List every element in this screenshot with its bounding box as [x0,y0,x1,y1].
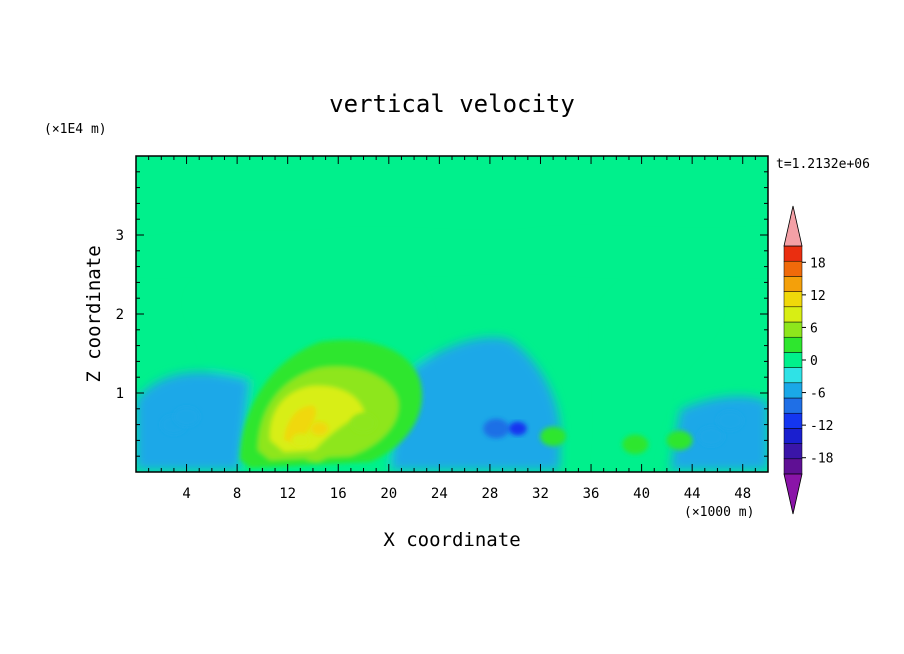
field-feature [540,426,567,447]
field-feature [483,418,510,439]
field-feature [666,430,693,451]
x-tick-label: 12 [279,486,296,502]
field-feature [173,406,200,427]
x-tick-label: 4 [182,486,190,502]
y-tick-label: 2 [116,307,124,323]
field-feature [291,433,310,448]
colorbar-segment [783,352,803,368]
x-unit-label: (×1000 m) [684,505,754,520]
field-feature [622,434,649,455]
plot-area [136,156,768,472]
colorbar-tick-label: -12 [810,419,833,434]
colorbar-segment [783,412,803,429]
field-feature [310,421,329,436]
field-feature [698,426,725,447]
y-tick-label: 1 [116,386,124,402]
colorbar-segment [783,397,803,414]
colorbar-segment [783,367,803,384]
x-tick-label: 24 [431,486,448,502]
colorbar: 18 12 6 0 -6 -12 -18 [783,205,833,515]
field-feature [717,410,744,431]
y-axis-label: Z coordinate [83,245,105,382]
x-tick-label: 16 [330,486,347,502]
colorbar-segment [783,276,803,292]
field-features [160,406,744,455]
colorbar-over-arrow [783,205,803,247]
x-tick-label: 20 [380,486,397,502]
colorbar-segment [783,245,803,262]
colorbar-under-arrow [783,473,803,515]
x-tick-label: 32 [532,486,549,502]
colorbar-tick-label: 0 [810,354,818,369]
colorbar-segment [783,428,803,444]
x-tick-label: 40 [633,486,650,502]
x-axis-label: X coordinate [383,529,520,551]
colorbar-segment [783,291,803,308]
y-tick-label: 3 [116,228,124,244]
y-unit-label: (×1E4 m) [44,122,107,137]
colorbar-segment [783,306,803,323]
colorbar-segment [783,321,803,338]
colorbar-tick-label: 6 [810,321,818,336]
colorbar-segment [783,260,803,277]
x-tick-label: 8 [233,486,241,502]
colorbar-tick-label: 18 [810,256,826,271]
colorbar-tick-label: 12 [810,289,826,304]
field-feature [350,413,377,433]
colorbar-segment [783,382,803,399]
colorbar-segment [783,443,803,460]
x-tick-label: 44 [684,486,701,502]
x-tick-label: 28 [481,486,498,502]
chart-title: vertical velocity [329,90,575,118]
x-tick-label: 48 [734,486,751,502]
time-label: t=1.2132e+06 [776,157,870,172]
x-tick-label: 36 [583,486,600,502]
field-feature [508,421,527,436]
colorbar-segment [783,336,803,353]
colorbar-tick-label: -18 [810,452,833,467]
colorbar-tick-label: -6 [810,387,826,402]
colorbar-segment [783,458,803,475]
